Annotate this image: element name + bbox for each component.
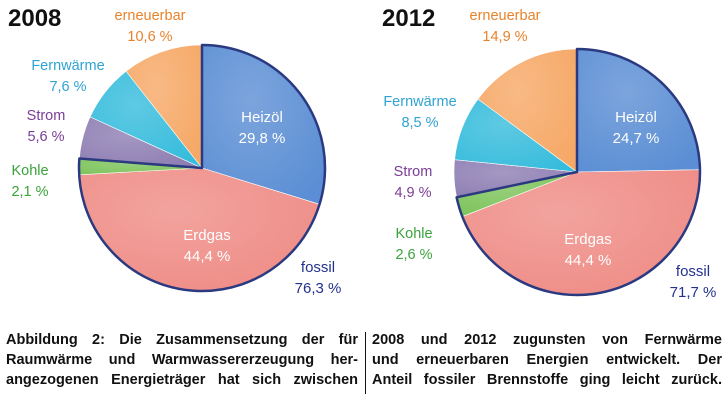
label-erdgas: Erdgas 44,4 % <box>183 227 231 265</box>
slice-label-name: Strom <box>394 164 433 180</box>
slice-label-value: 4,9 % <box>394 185 431 201</box>
slice-label-name: Erdgas <box>564 231 612 248</box>
fossil-annotation: fossil 76,3 % <box>295 259 342 297</box>
caption-right-line-1: 2008 und 2012 zugunsten von Fernwärme <box>372 332 722 348</box>
fossil-outline <box>455 47 702 297</box>
slice-label-name: Kohle <box>395 226 432 242</box>
slice-label-name: Heizöl <box>241 109 283 126</box>
pie-chart-2012: 2012 Heizöl 24,7 % Erdgas 44,4 % Kohle 2,6 % St… <box>382 5 716 301</box>
label-heizoel: Heizöl 29,8 % <box>239 109 286 147</box>
slice-label-name: erneuerbar <box>115 8 186 24</box>
slice-label-name: Kohle <box>11 163 48 179</box>
chart-title: 2012 <box>382 5 435 32</box>
label-erdgas: Erdgas 44,4 % <box>564 231 612 269</box>
slice-erneuerbar <box>477 48 578 173</box>
slice-label-name: Fernwärme <box>31 58 104 74</box>
slice-label-value: 44,4 % <box>565 252 612 269</box>
label-heizoel: Heizöl 24,7 % <box>613 109 660 147</box>
slice-label-value: 29,8 % <box>239 130 286 147</box>
slice-label-value: 24,7 % <box>613 130 660 147</box>
slice-label-name: erneuerbar <box>470 8 541 24</box>
slice-label-name: Erdgas <box>183 227 231 244</box>
fossil-label: fossil <box>301 259 335 276</box>
slice-label-value: 2,1 % <box>11 184 48 200</box>
fossil-label: fossil <box>676 263 710 280</box>
slice-label-value: 2,6 % <box>395 247 432 263</box>
fossil-annotation: fossil 71,7 % <box>670 263 717 301</box>
caption-right: 2008 und 2012 zugunsten von Fernwärme un… <box>372 330 722 390</box>
slice-label-value: 5,6 % <box>27 129 64 145</box>
caption-left: Abbildung 2: Die Zusammensetzung der für… <box>6 330 358 390</box>
slice-label-name: Fernwärme <box>383 94 456 110</box>
slice-label-value: 14,9 % <box>482 29 527 45</box>
pie-chart-2008: 2008 Heizöl 29,8 % Erdgas 44,4 % Kohle 2,1 % St… <box>8 5 341 297</box>
label-strom: Strom 4,9 % <box>394 164 433 201</box>
slice-label-value: 7,6 % <box>49 79 86 95</box>
caption-right-line-3: Anteil fossiler Brennstoffe ging leicht … <box>372 372 722 388</box>
label-fernwaerme: Fernwärme 7,6 % <box>31 58 104 95</box>
label-fernwaerme: Fernwärme 8,5 % <box>383 94 456 131</box>
label-erneuerbar: erneuerbar 10,6 % <box>115 8 186 45</box>
caption-divider <box>365 332 366 394</box>
slice-label-name: Heizöl <box>615 109 657 126</box>
fossil-value: 76,3 % <box>295 280 342 297</box>
caption-left-line-2: Raumwärme und Warmwassererzeugung her- <box>6 352 358 368</box>
slice-erneuerbar <box>125 44 203 169</box>
label-strom: Strom 5,6 % <box>27 108 66 145</box>
slice-label-value: 44,4 % <box>184 248 231 265</box>
chart-title: 2008 <box>8 5 61 32</box>
caption-right-line-2: und erneuerbaren Energien entwickelt. De… <box>372 352 722 368</box>
fossil-outline <box>77 43 327 293</box>
slice-label-value: 8,5 % <box>401 115 438 131</box>
label-kohle: Kohle 2,1 % <box>11 163 48 200</box>
label-erneuerbar: erneuerbar 14,9 % <box>470 8 541 45</box>
fossil-value: 71,7 % <box>670 284 717 301</box>
caption-left-line-3: angezogenen Energieträger hat sich zwisc… <box>6 372 358 388</box>
pie-charts: 2008 Heizöl 29,8 % Erdgas 44,4 % Kohle 2,1 % St… <box>8 5 716 301</box>
label-kohle: Kohle 2,6 % <box>395 226 432 263</box>
slice-label-name: Strom <box>27 108 66 124</box>
caption-left-line-1: Abbildung 2: Die Zusammensetzung der für <box>6 332 358 348</box>
slice-label-value: 10,6 % <box>127 29 172 45</box>
